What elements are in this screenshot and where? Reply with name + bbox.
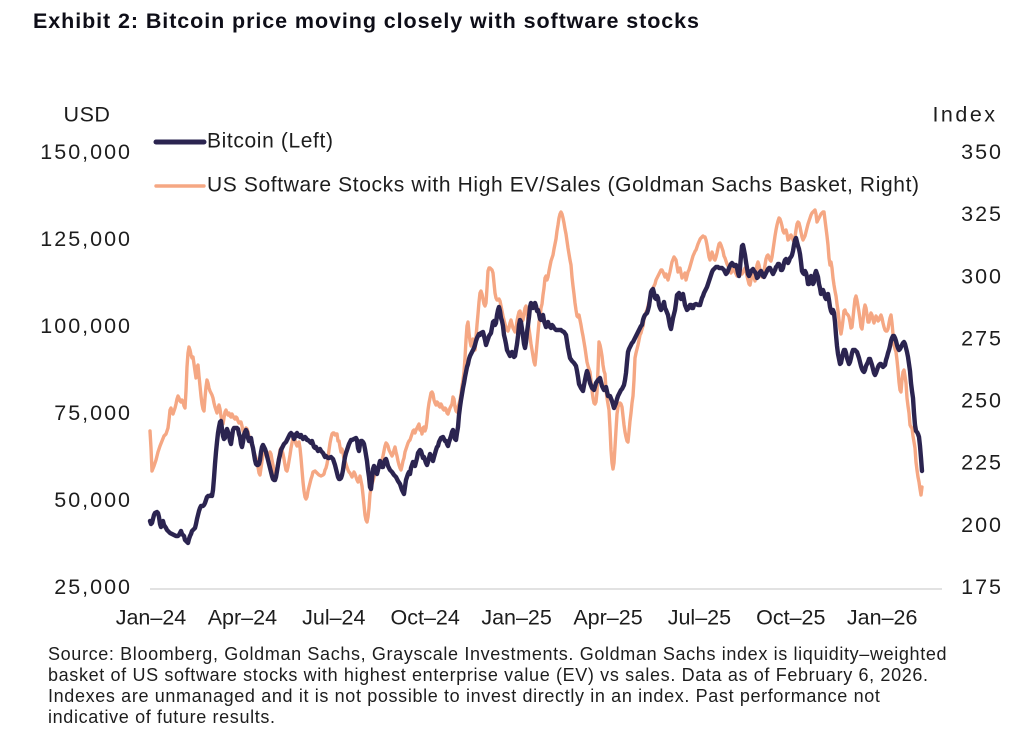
svg-text:175: 175	[961, 575, 1003, 599]
svg-text:25,000: 25,000	[54, 575, 132, 599]
svg-text:Jan–26: Jan–26	[847, 606, 918, 630]
svg-text:200: 200	[961, 513, 1003, 537]
svg-text:300: 300	[961, 264, 1003, 288]
svg-text:150,000: 150,000	[40, 140, 132, 164]
svg-text:Oct–25: Oct–25	[756, 606, 825, 630]
svg-text:325: 325	[961, 202, 1003, 226]
svg-text:350: 350	[961, 140, 1003, 164]
svg-text:225: 225	[961, 451, 1003, 475]
svg-text:Apr–25: Apr–25	[573, 606, 642, 630]
svg-text:US Software Stocks with High E: US Software Stocks with High EV/Sales (G…	[207, 174, 920, 197]
svg-text:100,000: 100,000	[40, 314, 132, 338]
svg-text:275: 275	[961, 326, 1003, 350]
svg-text:125,000: 125,000	[40, 227, 132, 251]
svg-text:Jan–25: Jan–25	[481, 606, 552, 630]
svg-text:50,000: 50,000	[54, 488, 132, 512]
svg-text:USD: USD	[64, 103, 111, 127]
svg-text:Jan–24: Jan–24	[116, 606, 187, 630]
svg-text:75,000: 75,000	[54, 401, 132, 425]
svg-text:Oct–24: Oct–24	[391, 606, 460, 630]
svg-text:Apr–24: Apr–24	[208, 606, 277, 630]
svg-text:Bitcoin (Left): Bitcoin (Left)	[207, 130, 334, 153]
svg-text:Jul–25: Jul–25	[668, 606, 731, 630]
svg-text:Index: Index	[932, 103, 997, 127]
svg-text:250: 250	[961, 389, 1003, 413]
svg-text:Jul–24: Jul–24	[302, 606, 365, 630]
